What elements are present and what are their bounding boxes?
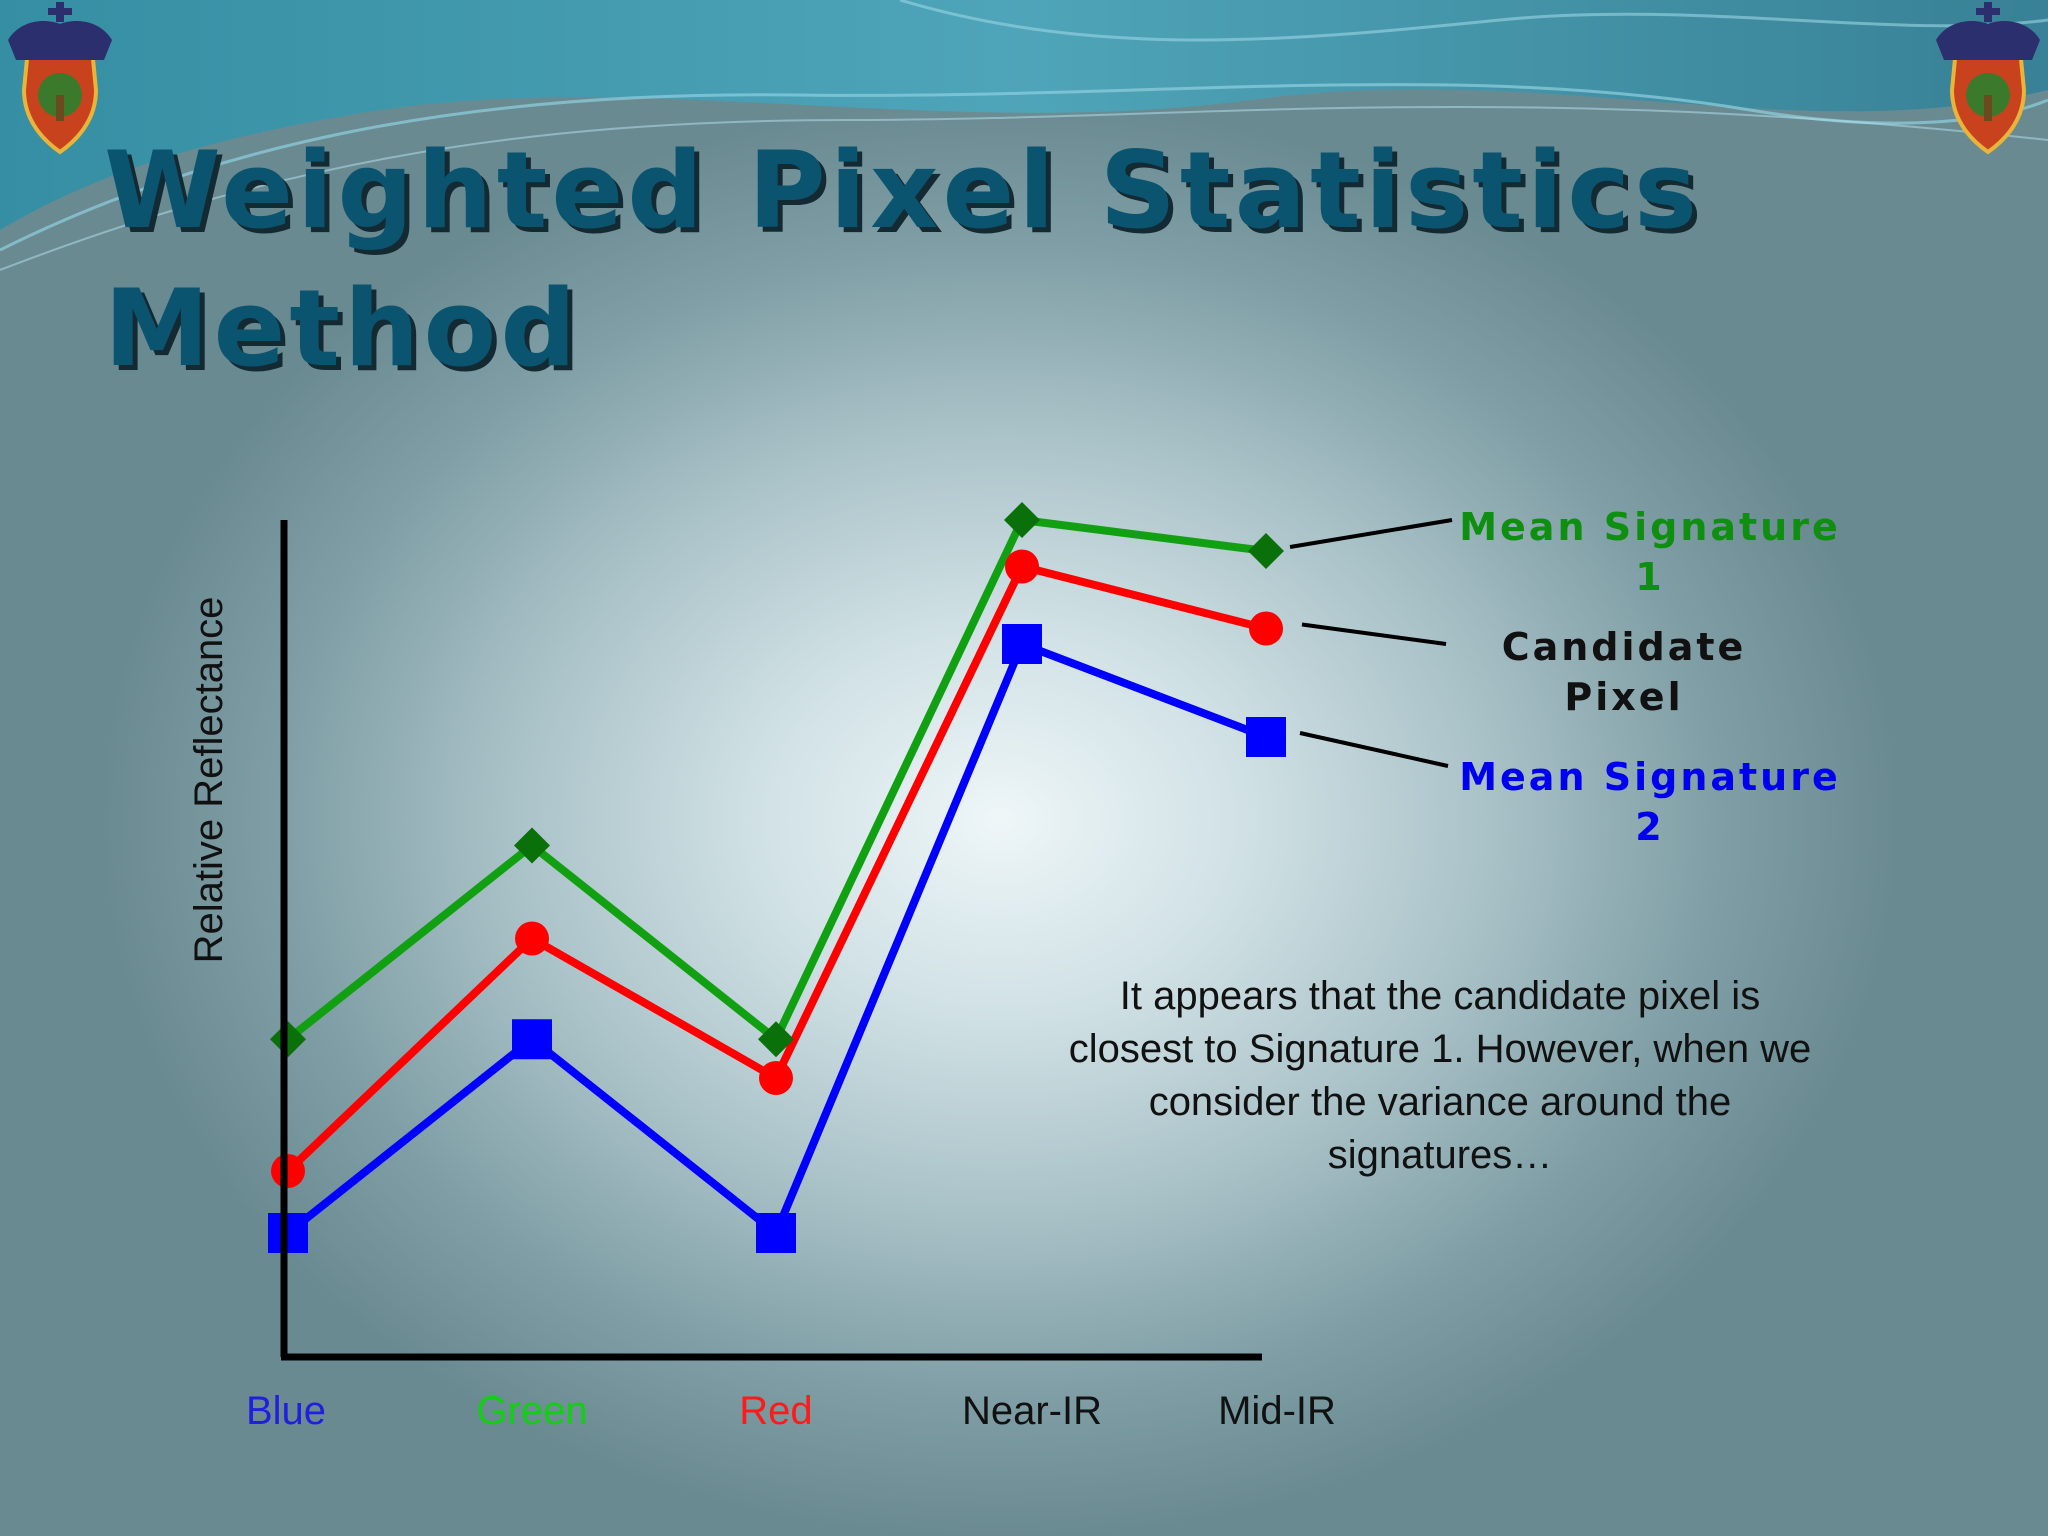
legend-leader-line-mean-signature-1 [1289,518,1453,549]
legend-label-candidate-pixel: Pixel [1564,675,1683,719]
y-axis-label: Relative Reflectance [187,597,231,964]
data-point-mean-signature-1-near-ir [1004,502,1040,538]
legend-leader-line-mean-signature-2 [1299,731,1449,768]
data-point-mean-signature-1-mid-ir [1248,533,1284,569]
x-tick-label-blue: Blue [246,1389,326,1433]
series-markers [268,502,1286,1253]
legend-label-mean-signature-1: Mean Signature [1459,505,1841,549]
data-point-mean-signature-2-mid-ir [1246,717,1286,757]
legend-label-candidate-pixel: Candidate [1502,625,1747,669]
data-point-candidate-pixel-green [515,921,549,956]
data-point-candidate-pixel-mid-ir [1249,611,1283,646]
data-point-candidate-pixel-red [759,1061,793,1095]
x-tick-label-red: Red [739,1389,812,1433]
callout-text: It appears that the candidate pixel is c… [1068,974,1812,1177]
data-point-candidate-pixel-blue [271,1154,305,1188]
data-point-mean-signature-2-green [512,1019,552,1060]
data-point-mean-signature-1-blue [270,1021,306,1058]
data-point-mean-signature-2-blue [268,1213,308,1253]
university-crest-icon [1936,2,2040,155]
legend-label-mean-signature-1: 1 [1635,555,1664,599]
data-point-mean-signature-1-red [758,1021,794,1058]
x-tick-label-mid-ir: Mid-IR [1218,1389,1336,1433]
decorative-wave-banner [0,0,2048,271]
x-tick-label-near-ir: Near-IR [962,1389,1102,1433]
data-point-candidate-pixel-near-ir [1005,549,1039,584]
university-crest-icon [8,2,112,155]
slide-title: Weighted Pixel Statistics Method [104,129,1702,390]
chart-axes [280,520,1262,1361]
legend-leader-line-candidate-pixel [1301,622,1447,646]
legend-label-mean-signature-2: Mean Signature [1459,755,1841,799]
data-point-mean-signature-2-near-ir [1002,624,1042,664]
x-tick-label-green: Green [476,1389,587,1433]
chart-labels: Relative Reflectance Blue Green Red Near-IR M… [187,597,1336,1433]
data-point-mean-signature-1-green [514,827,550,864]
chart-legend: Mean Signature 1 Candidate Pixel Mean Signat… [1289,505,1841,849]
data-point-mean-signature-2-red [756,1213,796,1253]
legend-label-mean-signature-2: 2 [1635,805,1664,849]
series-line-mean-signature-1 [285,516,1267,1044]
